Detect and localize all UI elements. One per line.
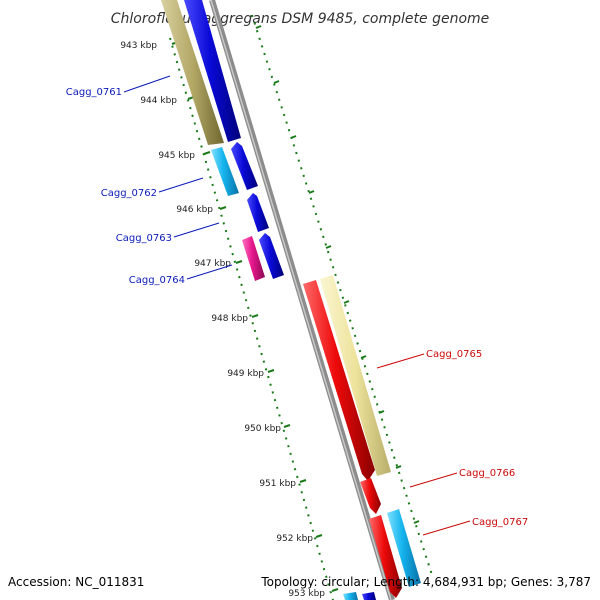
cds-blue-arrow-2[interactable]: [259, 233, 284, 279]
gene-label-cagg-0766[interactable]: Cagg_0766: [459, 468, 515, 479]
cds-magenta-cagg-0764[interactable]: [242, 236, 265, 281]
inner-major-ticks: [171, 41, 339, 592]
cds-olive-943[interactable]: [161, 0, 224, 145]
cds-red-cagg-0767-a[interactable]: [369, 515, 402, 598]
gene-label-cagg-0767[interactable]: Cagg_0767: [472, 517, 528, 528]
leader-line-0767: [422, 520, 471, 536]
accession-text: Accession: NC_011831: [8, 575, 144, 589]
scale-label-950: 950 kbp: [244, 424, 281, 434]
genome-summary-text: Topology: circular; Length: 4,684,931 bp…: [260, 575, 591, 589]
gene-label-cagg-0764[interactable]: Cagg_0764: [129, 275, 185, 286]
leader-line-0764: [186, 264, 233, 280]
leader-line-0761: [123, 75, 171, 93]
cds-red-cagg-0765[interactable]: [303, 280, 375, 481]
scale-label-949: 949 kbp: [227, 369, 264, 379]
scale-label-953: 953 kbp: [288, 589, 325, 599]
leader-line-0766: [409, 472, 458, 488]
scale-label-947: 947 kbp: [194, 259, 231, 269]
scale-label-952: 952 kbp: [276, 534, 313, 544]
leader-line-0765: [376, 353, 425, 369]
scale-label-945: 945 kbp: [158, 151, 195, 161]
cds-blue-partial: [362, 592, 376, 600]
leader-line-0763: [173, 222, 220, 238]
cds-cyan-cagg-0762[interactable]: [211, 147, 239, 196]
gene-label-cagg-0761[interactable]: Cagg_0761: [66, 87, 122, 98]
cds-cyan-partial: [343, 592, 358, 600]
cds-cyan-cagg-0767[interactable]: [387, 509, 421, 587]
cds-blue-cagg-0763[interactable]: [247, 193, 269, 232]
leader-line-0762: [158, 177, 204, 193]
outer-scale-track: [251, 14, 433, 576]
cds-blue-cagg-0761[interactable]: [184, 0, 241, 142]
scale-label-951: 951 kbp: [259, 479, 296, 489]
cds-pale-yellow-0765[interactable]: [320, 275, 391, 476]
outer-major-ticks: [255, 25, 420, 524]
scale-label-948: 948 kbp: [211, 314, 248, 324]
scale-label-946: 946 kbp: [176, 205, 213, 215]
scale-labels: 943 kbp 944 kbp 945 kbp 946 kbp 947 kbp …: [120, 41, 325, 599]
cds-blue-arrow-1[interactable]: [231, 142, 258, 190]
right-gene-labels: Cagg_0765 Cagg_0766 Cagg_0767: [376, 349, 528, 536]
cds-red-cagg-0766[interactable]: [360, 478, 381, 514]
gene-label-cagg-0762[interactable]: Cagg_0762: [101, 188, 157, 199]
scale-label-943: 943 kbp: [120, 41, 157, 51]
gene-label-cagg-0765[interactable]: Cagg_0765: [426, 349, 482, 360]
scale-label-944: 944 kbp: [140, 96, 177, 106]
gene-label-cagg-0763[interactable]: Cagg_0763: [116, 233, 172, 244]
inner-scale-track: [169, 37, 334, 600]
left-gene-labels: Cagg_0761 Cagg_0762 Cagg_0763 Cagg_0764: [66, 75, 233, 286]
genome-backbone: [209, 0, 395, 600]
